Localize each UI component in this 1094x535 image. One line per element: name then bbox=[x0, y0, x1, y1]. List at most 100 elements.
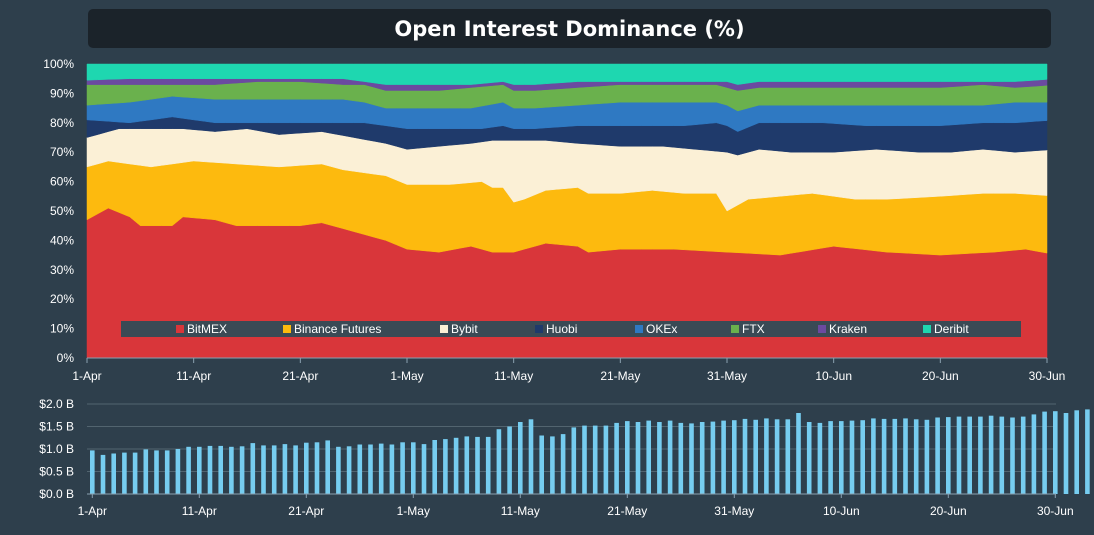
bar bbox=[154, 450, 159, 494]
bar bbox=[346, 446, 352, 494]
x-tick-label: 11-May bbox=[501, 504, 540, 518]
y-tick-label: 10% bbox=[50, 322, 74, 336]
legend-item: BitMEX bbox=[187, 322, 227, 336]
bar bbox=[464, 436, 470, 494]
bar bbox=[774, 419, 780, 494]
y-tick-label: 100% bbox=[43, 57, 74, 71]
x-tick-label: 21-Apr bbox=[282, 369, 318, 383]
bar bbox=[764, 418, 769, 494]
bar bbox=[817, 422, 823, 494]
x-tick-label: 1-Apr bbox=[72, 369, 101, 383]
bar bbox=[314, 442, 320, 495]
bar bbox=[100, 454, 106, 494]
dominance-area-chart: 0% 10% 20% 30% 40% 50% 60% 70% 80% 90% 100% 1-Apr 11… bbox=[43, 57, 1065, 383]
legend-item: Bybit bbox=[451, 322, 478, 336]
y-tick-label: 20% bbox=[50, 292, 74, 306]
x-tick-label: 21-May bbox=[600, 369, 640, 383]
bar bbox=[122, 452, 127, 494]
x-tick-label: 21-May bbox=[607, 504, 647, 518]
legend-swatch bbox=[176, 325, 184, 333]
legend-item: Huobi bbox=[546, 322, 577, 336]
bar bbox=[282, 444, 288, 494]
bar bbox=[924, 419, 930, 495]
x-tick-label: 11-Apr bbox=[182, 504, 217, 518]
bar bbox=[871, 418, 876, 494]
bar bbox=[699, 422, 705, 494]
bar bbox=[378, 443, 384, 494]
x-tick-label: 1-May bbox=[390, 369, 423, 383]
x-tick-label: 30-Jun bbox=[1029, 369, 1066, 383]
bar bbox=[496, 429, 502, 494]
bar bbox=[967, 416, 972, 494]
bar bbox=[475, 436, 480, 494]
legend-swatch bbox=[440, 325, 448, 333]
bar bbox=[197, 446, 202, 495]
y-tick-label: 50% bbox=[50, 204, 74, 218]
legend-item: FTX bbox=[742, 322, 765, 336]
bar bbox=[175, 449, 181, 494]
bar bbox=[935, 417, 940, 494]
bar bbox=[1085, 409, 1090, 494]
bar bbox=[411, 442, 416, 495]
bar bbox=[357, 444, 363, 494]
x-tick-label: 30-Jun bbox=[1037, 504, 1074, 518]
bar bbox=[432, 440, 437, 494]
bar bbox=[389, 444, 395, 494]
legend-box bbox=[121, 321, 1021, 337]
bar bbox=[839, 421, 844, 494]
bar bbox=[239, 446, 245, 494]
bar bbox=[1053, 411, 1058, 494]
bar bbox=[721, 420, 726, 494]
bar bbox=[293, 445, 298, 494]
legend-item: Binance Futures bbox=[294, 322, 381, 336]
bar bbox=[207, 445, 213, 494]
x-tick-label: 1-Apr bbox=[78, 504, 107, 518]
x-tick-label: 10-Jun bbox=[823, 504, 860, 518]
y-tick-label: 80% bbox=[50, 116, 74, 130]
legend-item: Kraken bbox=[829, 322, 867, 336]
bar bbox=[625, 421, 630, 494]
bar bbox=[753, 419, 758, 495]
bar bbox=[785, 419, 791, 494]
bar bbox=[550, 436, 555, 494]
legend-swatch bbox=[535, 325, 543, 333]
bar bbox=[560, 434, 566, 494]
area-series-deribit bbox=[86, 63, 1048, 85]
bar bbox=[860, 420, 865, 494]
bar bbox=[913, 419, 919, 494]
bar bbox=[710, 421, 716, 494]
bar bbox=[132, 452, 138, 494]
x-tick-label: 11-May bbox=[494, 369, 533, 383]
legend-swatch bbox=[283, 325, 291, 333]
bar bbox=[999, 416, 1005, 494]
bar bbox=[229, 446, 234, 495]
bar bbox=[218, 445, 223, 494]
bar bbox=[592, 425, 598, 494]
bar bbox=[1042, 411, 1047, 494]
legend-swatch bbox=[635, 325, 643, 333]
bar bbox=[400, 442, 405, 495]
bar bbox=[485, 436, 491, 494]
x-tick-label: 10-Jun bbox=[815, 369, 852, 383]
bar bbox=[453, 437, 459, 495]
x-tick-label: 20-Jun bbox=[922, 369, 959, 383]
bar bbox=[368, 444, 373, 494]
bar bbox=[635, 422, 641, 494]
y-tick-label: 40% bbox=[50, 233, 74, 247]
bar bbox=[571, 427, 577, 494]
bar bbox=[250, 443, 256, 494]
title-bar: Open Interest Dominance (%) bbox=[88, 9, 1051, 48]
bar bbox=[518, 422, 523, 494]
bar bbox=[421, 444, 427, 494]
bar bbox=[111, 453, 116, 494]
bar bbox=[646, 420, 651, 494]
y-tick-label: 0% bbox=[57, 351, 75, 365]
bar bbox=[507, 426, 512, 494]
bar bbox=[164, 450, 170, 494]
bar bbox=[742, 418, 748, 494]
bar bbox=[678, 422, 684, 494]
bar bbox=[325, 440, 330, 494]
bar bbox=[956, 416, 962, 494]
chart-title: Open Interest Dominance (%) bbox=[394, 16, 745, 41]
